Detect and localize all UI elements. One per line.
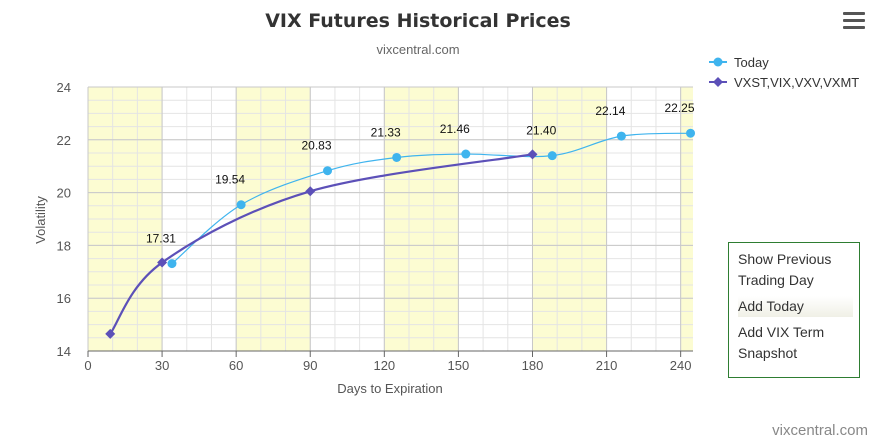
menu-bar (843, 19, 865, 22)
data-label: 19.54 (215, 173, 245, 187)
y-tick-label: 24 (57, 80, 71, 95)
y-axis-title: Volatility (33, 196, 48, 244)
data-point-today (236, 200, 246, 210)
x-tick-label: 210 (596, 358, 618, 373)
show-previous-day-button[interactable]: Show Previous Trading Day (738, 251, 832, 288)
data-point-today (686, 128, 696, 138)
legend-item-vxst-vix-vxv-vxmt[interactable]: VXST,VIX,VXV,VXMT (734, 75, 859, 90)
credits-link[interactable]: vixcentral.com (772, 422, 868, 439)
series-line-vxst-vix-vxv-vxmt (109, 153, 533, 335)
data-label: 22.14 (595, 104, 625, 118)
x-tick-label: 0 (84, 358, 91, 373)
chart-title: VIX Futures Historical Prices (265, 10, 571, 32)
x-tick-label: 240 (670, 358, 692, 373)
data-point-today (323, 166, 333, 176)
add-today-button[interactable]: Add Today (738, 296, 853, 317)
data-point-today (461, 149, 471, 159)
menu-bar (843, 26, 865, 29)
data-point-vxst-vix-vxv-vxmt (157, 257, 168, 268)
legend-marker-vxst-vix-vxv-vxmt (713, 77, 723, 87)
y-tick-label: 18 (57, 238, 71, 253)
data-label: 20.83 (302, 139, 332, 153)
x-tick-label: 150 (448, 358, 470, 373)
data-point-vxst-vix-vxv-vxmt (527, 149, 538, 160)
menu-bar (843, 12, 865, 15)
y-tick-label: 22 (57, 133, 71, 148)
x-axis-title: Days to Expiration (337, 381, 443, 396)
data-label: 21.33 (371, 125, 401, 139)
x-tick-label: 90 (303, 358, 317, 373)
legend: Today VXST,VIX,VXV,VXMT (709, 55, 859, 90)
chart-subtitle: vixcentral.com (376, 42, 459, 57)
data-label: 21.40 (526, 124, 556, 138)
data-point-today (167, 259, 177, 269)
data-label: 21.46 (440, 122, 470, 136)
plot-area: 0 30 60 90 120 150 180 210 240 14 16 18 20 22 24 17.31 1… (57, 80, 696, 373)
y-tick-label: 14 (57, 344, 71, 359)
data-label: 17.31 (146, 232, 176, 246)
hamburger-icon[interactable] (843, 12, 865, 32)
x-tick-label: 180 (522, 358, 544, 373)
legend-marker-today (713, 57, 723, 67)
y-tick-label: 20 (57, 186, 71, 201)
data-point-today (392, 152, 402, 162)
y-tick-label: 16 (57, 291, 71, 306)
data-point-today (547, 151, 557, 161)
data-point-vxst-vix-vxv-vxmt (305, 186, 316, 197)
x-tick-label: 120 (373, 358, 395, 373)
data-point-vxst-vix-vxv-vxmt (105, 328, 116, 339)
legend-item-today[interactable]: Today (734, 55, 769, 70)
term-options-panel: Show Previous Trading Day Add Today Add … (728, 242, 860, 378)
data-point-today (616, 131, 626, 141)
data-label: 22.25 (665, 101, 695, 115)
x-tick-label: 30 (155, 358, 169, 373)
add-vix-term-snapshot-button[interactable]: Add VIX Term Snapshot (738, 324, 825, 361)
x-tick-label: 60 (229, 358, 243, 373)
